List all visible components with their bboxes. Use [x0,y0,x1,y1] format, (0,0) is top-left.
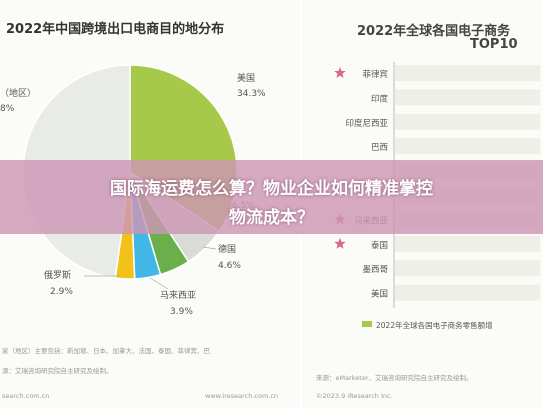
bar-band [395,138,540,155]
bar-band [395,235,540,252]
category-label: 美国 [371,289,388,300]
banner-title-line2: 物流成本？ [229,208,314,228]
pie-label-value: 3.9% [170,307,193,317]
left-chart-title: 2022年中国跨境出口电商目的地分布 [6,22,225,37]
category-label: 巴西 [371,143,388,153]
banner-title-line1: 国际海运费怎么算？物业企业如何精准掌控 [110,179,433,199]
legend-swatch [362,321,372,327]
leader-line [149,277,169,290]
pie-label-value: 2.9% [50,287,73,297]
leader-line [202,246,217,250]
bar-band [395,284,540,301]
category-label: 印度 [371,93,389,104]
star-icon [334,67,346,78]
right-note-2: ©2023.9 iResearch Inc. [316,392,393,400]
category-label: 泰国 [371,240,388,251]
category-label: 印度尼西亚 [345,118,388,129]
left-note-3: search.com.cn [2,392,50,400]
left-note-2: 源：艾瑞咨询研究院自主研究及绘制。 [2,367,113,375]
left-footer: www.iresearch.com.cn [205,392,279,400]
category-label: 墨西哥 [362,265,388,275]
category-label: 菲律宾 [362,69,388,80]
left-note-1: 家（地区）主要包括：新加坡、日本、加拿大、法国、泰国、菲律宾、巴 [2,347,210,355]
title-banner[interactable] [0,160,543,234]
right-chart-title-line2: TOP10 [470,37,518,52]
legend-label: 2022年全球各国电子商务零售额增 [376,320,493,330]
right-note-1: 来源：eMarketer、艾瑞咨询研究院自主研究及绘制。 [316,374,473,382]
bar-band [395,260,540,277]
pie-side-value: 8% [0,104,15,114]
bar-band [395,89,540,106]
pie-label-value: 34.3% [237,89,266,99]
pie-label-name: 俄罗斯 [44,269,71,281]
pie-label-name: 美国 [237,72,255,84]
pie-label-name: 德国 [218,243,236,255]
bar-band [395,113,540,130]
right-chart-title-line1: 2022年全球各国电子商务 [357,24,511,39]
bar-band [395,65,540,81]
pie-side-label: （地区） [0,87,36,99]
star-icon [334,237,346,249]
pie-label-value: 4.6% [218,261,241,271]
pie-label-name: 马来西亚 [160,290,196,301]
